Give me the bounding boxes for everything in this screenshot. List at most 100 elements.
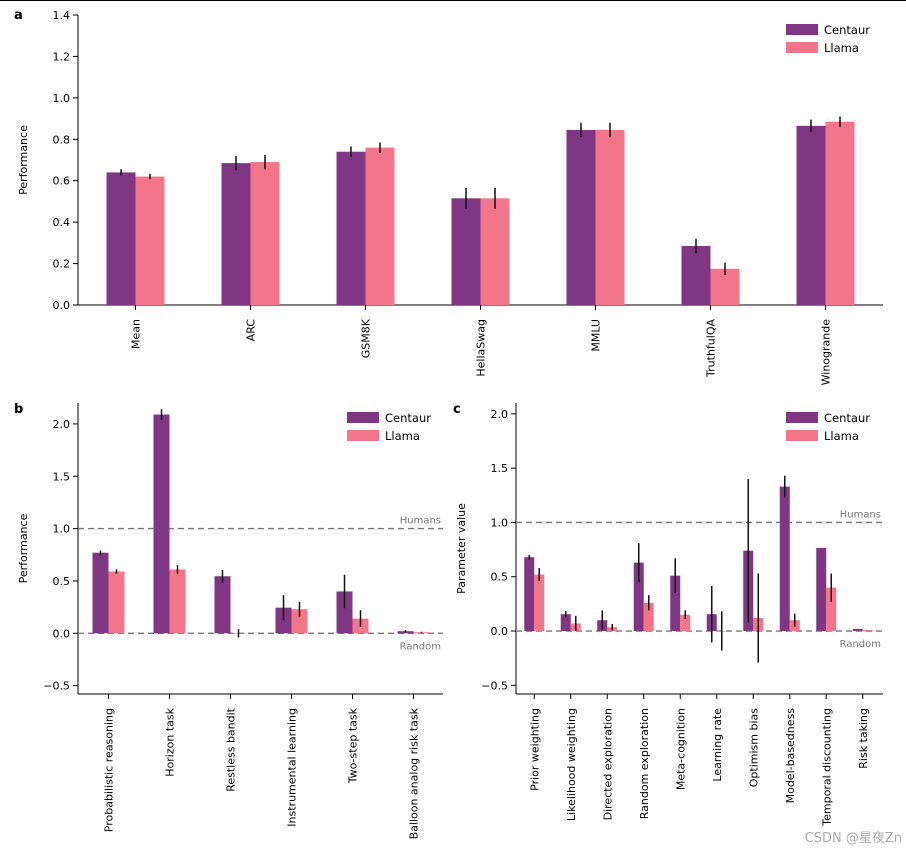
x-tick-label: ARC (245, 319, 258, 342)
bar-centaur (336, 151, 366, 305)
reference-line-label: Random (840, 639, 881, 650)
bar-centaur (451, 198, 481, 305)
legend-swatch-centaur (347, 412, 379, 423)
bar-centaur (214, 576, 231, 634)
x-tick-label: Balloon analog risk task (408, 707, 421, 839)
bar-llama (291, 609, 308, 634)
bar-centaur (633, 562, 644, 632)
x-tick-label: HellaSwag (475, 319, 488, 377)
y-tick-label: 0.0 (53, 299, 71, 312)
bar-centaur (796, 125, 826, 305)
bar-llama (643, 602, 654, 632)
y-tick-label: 0.0 (491, 625, 509, 638)
y-axis-title: Performance (17, 513, 30, 583)
y-tick-label: 1.0 (491, 516, 509, 529)
panel-label-b: b (14, 402, 23, 417)
panel-label-a: a (14, 8, 23, 23)
y-tick-label: 0.6 (53, 175, 71, 188)
y-tick-label: 0.2 (53, 258, 71, 271)
y-tick-label: 0.5 (53, 575, 71, 588)
bar-llama (826, 587, 837, 632)
y-tick-label: 0.5 (491, 571, 509, 584)
bar-centaur (336, 591, 353, 634)
bar-llama (135, 176, 165, 305)
x-tick-label: Meta-cognition (674, 708, 687, 790)
x-tick-label: Model-basedness (784, 708, 797, 804)
bar-llama (480, 198, 510, 305)
chart-panel-a: 0.0 0.2 0.4 0.6 0.8 1.0 1.2 1.4 Performance Mean A… (17, 9, 883, 385)
bar-llama (534, 574, 545, 632)
y-tick-label: 1.5 (491, 462, 509, 475)
bar-llama (250, 162, 280, 305)
y-axis-title: Parameter value (455, 503, 468, 594)
y-tick-label: −0.5 (43, 680, 70, 693)
y-tick-label: 0.0 (53, 627, 71, 640)
y-tick-label: 1.2 (53, 50, 71, 63)
reference-line-label: Humans (400, 516, 441, 527)
y-tick-label: 1.5 (53, 470, 71, 483)
x-tick-label: Temporal discounting (820, 708, 833, 827)
y-tick-label: 0.8 (53, 133, 71, 146)
x-tick-label: Prior weighting (528, 708, 541, 791)
x-tick-label: Probabilistic reasoning (103, 708, 116, 832)
x-tick-label: Random exploration (638, 708, 651, 819)
legend-swatch-llama (786, 42, 818, 53)
bar-centaur (816, 547, 827, 632)
y-tick-label: −0.5 (481, 679, 508, 692)
chart-panel-c: −0.5 0.0 0.5 1.0 1.5 2.0 Parameter value Humans… (455, 403, 883, 827)
x-tick-label: Directed exploration (601, 708, 614, 820)
legend-swatch-centaur (786, 412, 818, 423)
bar-llama (595, 129, 625, 305)
legend-label: Llama (385, 429, 420, 443)
bar-llama (680, 614, 691, 632)
legend-label: Llama (824, 41, 859, 55)
reference-line-label: Random (400, 641, 441, 652)
bar-centaur (560, 614, 571, 632)
bar-centaur (153, 414, 170, 634)
x-tick-label: TruthfulQA (705, 319, 718, 378)
bar-llama (862, 629, 873, 632)
legend-label: Llama (824, 429, 859, 443)
bar-llama (365, 147, 395, 305)
x-tick-label: MMLU (590, 319, 603, 352)
x-tick-label: Likelihood weighting (565, 708, 578, 821)
bar-centaur (106, 172, 136, 305)
bar-llama (108, 571, 125, 634)
x-tick-label: Two-step task (347, 707, 360, 784)
y-tick-label: 1.4 (53, 9, 71, 22)
x-tick-label: GSM8K (360, 318, 373, 358)
legend-label: Centaur (824, 411, 870, 425)
legend-label: Centaur (824, 23, 870, 37)
y-tick-label: 2.0 (491, 408, 509, 421)
y-axis-title: Performance (17, 125, 30, 195)
reference-line-label: Humans (840, 509, 881, 520)
bar-centaur (566, 129, 596, 305)
legend-swatch-llama (347, 430, 379, 441)
x-tick-label: Mean (130, 319, 143, 349)
x-tick-label: Horizon task (164, 707, 177, 776)
panel-label-c: c (453, 402, 461, 417)
y-tick-label: 1.0 (53, 92, 71, 105)
x-tick-label: Restless bandit (225, 707, 238, 791)
bar-centaur (852, 628, 863, 632)
bar-centaur (275, 607, 292, 634)
bar-centaur (524, 557, 535, 632)
bar-centaur (779, 486, 790, 632)
y-tick-label: 0.4 (53, 216, 71, 229)
legend-swatch-centaur (786, 24, 818, 35)
x-tick-label: Risk taking (857, 708, 870, 769)
legend-swatch-llama (786, 430, 818, 441)
bar-llama (169, 569, 186, 634)
x-tick-label: Instrumental learning (286, 708, 299, 827)
bar-centaur (221, 163, 251, 305)
y-tick-label: 2.0 (53, 418, 71, 431)
bar-centaur (670, 575, 681, 632)
x-tick-label: Learning rate (711, 708, 724, 782)
x-tick-label: Winogrande (820, 319, 833, 386)
chart-panel-b: −0.5 0.0 0.5 1.0 1.5 2.0 Performance Humans Rand… (17, 403, 443, 839)
bar-centaur (92, 552, 109, 634)
legend-label: Centaur (385, 411, 431, 425)
y-tick-label: 1.0 (53, 523, 71, 536)
bar-centaur (681, 245, 711, 305)
